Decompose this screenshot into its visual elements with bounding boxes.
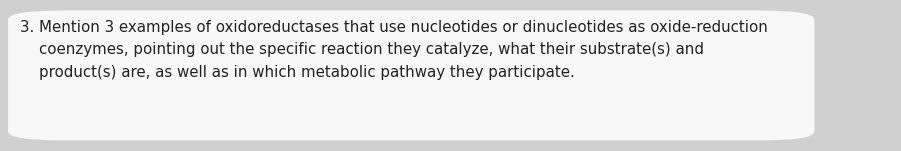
FancyBboxPatch shape [8,11,815,140]
Text: 3. Mention 3 examples of oxidoreductases that use nucleotides or dinucleotides a: 3. Mention 3 examples of oxidoreductases… [20,20,768,80]
